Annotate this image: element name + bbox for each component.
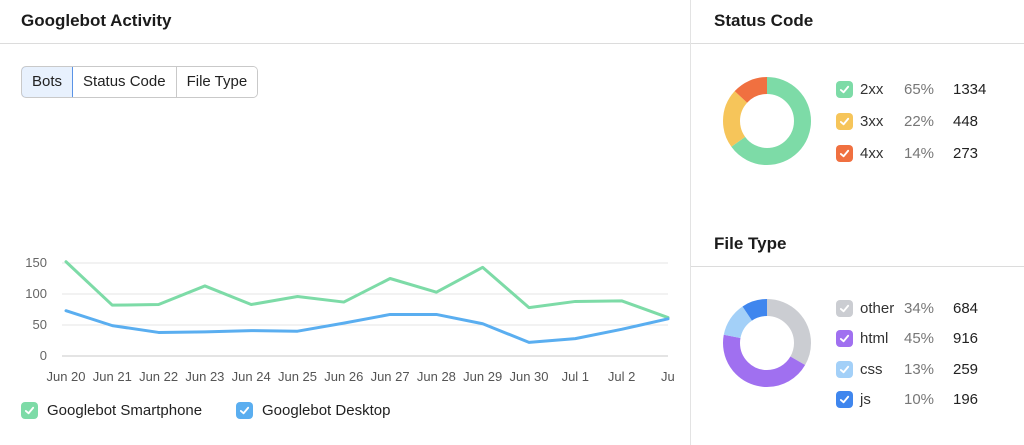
row-count: 196 [953,391,979,408]
row-percent: 10% [904,391,935,408]
tab-status-code[interactable]: Status Code [73,67,177,97]
table-row-html[interactable]: html 45% 916 [836,330,1016,348]
series-line-desktop [64,309,670,344]
chart-tabs: Bots Status Code File Type [21,66,259,98]
row-percent: 45% [904,330,935,347]
tab-file-type[interactable]: File Type [176,67,258,97]
series-line-smartphone [64,260,670,320]
table-row-2xx[interactable]: 2xx 65% 1334 [836,80,1016,98]
legend-item-desktop[interactable]: Googlebot Desktop [236,402,390,419]
row-label: 2xx [860,80,884,98]
donut-slice-4xx [723,77,811,165]
x-tick-label: Jun 29 [463,369,502,384]
vertical-divider [690,0,691,445]
googlebot-activity-panel: Googlebot Activity Bots Status Code File… [21,11,675,419]
x-tick-label: Jun 30 [509,369,548,384]
x-tick-label: Jun 26 [324,369,363,384]
x-tick-label: Jul 1 [562,369,589,384]
donut-slice-js [723,299,811,387]
y-tick-label: 0 [40,348,47,363]
y-tick-label: 100 [25,286,47,301]
row-label: html [860,330,889,347]
row-percent: 13% [904,360,935,378]
row-count: 259 [953,360,979,378]
row-label: css [860,360,883,378]
y-tick-label: 150 [25,255,47,270]
row-count: 1334 [953,80,987,98]
checkbox-icon[interactable] [836,330,853,347]
x-tick-label: Jun 23 [185,369,224,384]
row-percent: 34% [904,299,935,317]
header-divider [0,43,690,44]
row-percent: 22% [904,112,935,130]
checkbox-icon[interactable] [836,80,853,98]
x-tick-label: Jul 2 [608,369,635,384]
checkbox-icon[interactable] [836,112,853,130]
tab-bots[interactable]: Bots [22,67,74,97]
x-tick-label: Jun 24 [232,369,271,384]
row-label: js [860,391,871,408]
checkbox-icon[interactable] [836,391,853,408]
table-row-4xx[interactable]: 4xx 14% 273 [836,144,1016,162]
row-percent: 65% [904,80,935,98]
x-tick-label: Jun 28 [417,369,456,384]
table-row-other[interactable]: other 34% 684 [836,299,1016,317]
legend-item-smartphone[interactable]: Googlebot Smartphone [21,402,202,419]
y-tick-label: 50 [33,317,47,332]
x-tick-label: Jun 27 [371,369,410,384]
checkbox-icon[interactable] [836,144,853,162]
checkbox-icon[interactable] [236,402,253,419]
table-row-3xx[interactable]: 3xx 22% 448 [836,112,1016,130]
x-tick-label: Jun 25 [278,369,317,384]
legend-label: Googlebot Desktop [262,402,391,419]
x-tick-label: Jun 20 [46,369,85,384]
checkbox-icon[interactable] [21,402,38,419]
table-row-css[interactable]: css 13% 259 [836,360,1016,378]
table-row-js[interactable]: js 10% 196 [836,391,1016,409]
checkbox-icon[interactable] [836,299,853,317]
panel-title: Googlebot Activity [21,11,172,30]
x-tick-label: Jun 21 [93,369,132,384]
row-label: 4xx [860,144,884,162]
row-count: 448 [953,112,979,130]
row-label: other [860,299,895,317]
donut-slice-html [723,299,811,387]
file-type-donut [723,299,811,387]
header-divider [691,43,1024,44]
x-tick-label: Ju [661,369,675,384]
section-divider [691,266,1024,267]
file-type-title: File Type [714,234,787,253]
row-percent: 14% [904,144,935,162]
legend-label: Googlebot Smartphone [47,402,203,419]
row-count: 273 [953,144,979,162]
donut-slice-3xx [723,77,811,165]
status-code-title: Status Code [714,11,814,30]
row-count: 916 [953,330,979,347]
checkbox-icon[interactable] [836,360,853,378]
row-label: 3xx [860,112,884,130]
row-count: 684 [953,299,979,317]
status-code-donut [723,77,811,165]
x-tick-label: Jun 22 [139,369,178,384]
line-chart: 0 50 100 150 Jun 20 Jun 21 Jun 22 Jun 23 Jun 24 J… [25,255,675,384]
